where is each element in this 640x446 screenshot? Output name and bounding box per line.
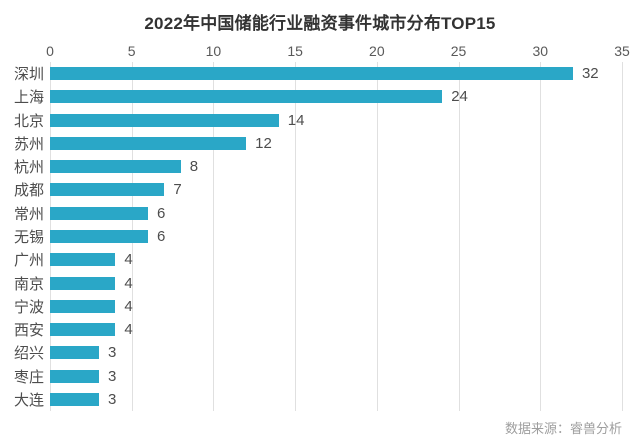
value-label: 4 <box>124 321 133 339</box>
value-label: 8 <box>189 158 199 176</box>
bar <box>50 229 149 243</box>
bar-row: 广州 4 <box>0 248 640 271</box>
bar-row: 北京 14 <box>0 109 640 132</box>
gridline <box>376 62 378 411</box>
bar-row: 宁波 4 <box>0 295 640 318</box>
bar-track: 6 <box>50 205 622 222</box>
gridline <box>540 62 542 411</box>
tick-label: 10 <box>205 43 222 59</box>
bar-row: 成都 7 <box>0 178 640 201</box>
category-label: 杭州 <box>13 159 44 177</box>
category-label: 苏州 <box>13 135 44 153</box>
x-axis-ticks: 0 5 10 15 20 25 30 35 <box>46 43 630 59</box>
source-note: 数据来源：睿兽分析 <box>504 421 622 436</box>
gridline <box>622 62 623 411</box>
bar-row: 大连 3 <box>0 388 640 411</box>
bar-track: 4 <box>50 298 622 315</box>
category-label: 宁波 <box>13 298 44 316</box>
gridline <box>295 62 297 411</box>
bar <box>50 276 116 290</box>
bar-row: 上海 24 <box>0 85 640 108</box>
bar-track: 8 <box>50 158 622 175</box>
category-label: 深圳 <box>13 66 44 84</box>
bar <box>50 90 443 104</box>
bar-track: 3 <box>50 368 622 385</box>
value-label: 32 <box>581 65 599 83</box>
tick-label: 5 <box>127 43 136 59</box>
bar-track: 4 <box>50 275 622 292</box>
category-label: 北京 <box>13 112 44 130</box>
bar-row: 深圳 32 <box>0 62 640 85</box>
value-label: 4 <box>124 274 133 292</box>
category-label: 上海 <box>13 89 44 107</box>
bar <box>50 392 100 406</box>
bar <box>50 253 116 267</box>
tick-label: 35 <box>614 43 630 59</box>
category-label: 西安 <box>13 322 44 340</box>
bar <box>50 206 149 220</box>
bar <box>50 160 181 174</box>
bar <box>50 113 279 127</box>
value-label: 14 <box>287 111 305 129</box>
chart-title: 2022年中国储能行业融资事件城市分布TOP15 <box>144 14 496 33</box>
category-label: 枣庄 <box>13 368 44 386</box>
bar-track: 3 <box>50 391 622 408</box>
bar <box>50 136 247 150</box>
bar <box>50 323 116 337</box>
bar-track: 14 <box>50 112 622 129</box>
value-label: 4 <box>124 297 133 315</box>
bar-track: 24 <box>50 88 622 105</box>
bar-row: 枣庄 3 <box>0 364 640 387</box>
bar-track: 3 <box>50 344 622 361</box>
bar <box>50 67 573 81</box>
value-label: 3 <box>108 367 117 385</box>
value-label: 3 <box>108 390 117 408</box>
gridline <box>213 62 215 411</box>
category-label: 常州 <box>13 205 44 223</box>
value-label: 6 <box>157 227 166 245</box>
value-label: 12 <box>255 134 272 152</box>
bar-row: 无锡 6 <box>0 225 640 248</box>
bar-row: 常州 6 <box>0 202 640 225</box>
category-label: 广州 <box>13 252 44 270</box>
bar-track: 6 <box>50 228 622 245</box>
bar-track: 12 <box>50 135 622 152</box>
bar <box>50 299 116 313</box>
bar <box>50 183 165 197</box>
category-label: 大连 <box>13 391 44 409</box>
bar-track: 4 <box>50 321 622 338</box>
bar-rows: 深圳 32 上海 24 北京 14 苏州 12 杭州 8 成都 7 常州 6 无锡 6 广州 4 南京 4 宁波 4 西安 4… <box>0 62 640 411</box>
category-label: 南京 <box>13 275 44 293</box>
tick-label: 20 <box>369 43 385 59</box>
value-label: 24 <box>451 88 468 106</box>
bar-track: 7 <box>50 181 622 198</box>
tick-label: 25 <box>450 43 467 59</box>
bar-track: 32 <box>50 65 622 82</box>
tick-label: 0 <box>46 43 54 59</box>
bar-row: 杭州 8 <box>0 155 640 178</box>
value-label: 7 <box>173 181 182 199</box>
bar-row: 绍兴 3 <box>0 341 640 364</box>
bar-row: 西安 4 <box>0 318 640 341</box>
bar <box>50 369 100 383</box>
tick-label: 30 <box>532 43 549 59</box>
gridline <box>458 62 460 411</box>
category-label: 成都 <box>13 182 44 200</box>
tick-label: 15 <box>287 43 303 59</box>
value-label: 3 <box>108 344 117 362</box>
category-label: 无锡 <box>13 228 44 246</box>
value-label: 4 <box>124 251 133 269</box>
category-label: 绍兴 <box>13 345 44 363</box>
bar <box>50 346 100 360</box>
bar-row: 南京 4 <box>0 271 640 294</box>
bar-row: 苏州 12 <box>0 132 640 155</box>
value-label: 6 <box>157 204 166 222</box>
bar-track: 4 <box>50 251 622 268</box>
